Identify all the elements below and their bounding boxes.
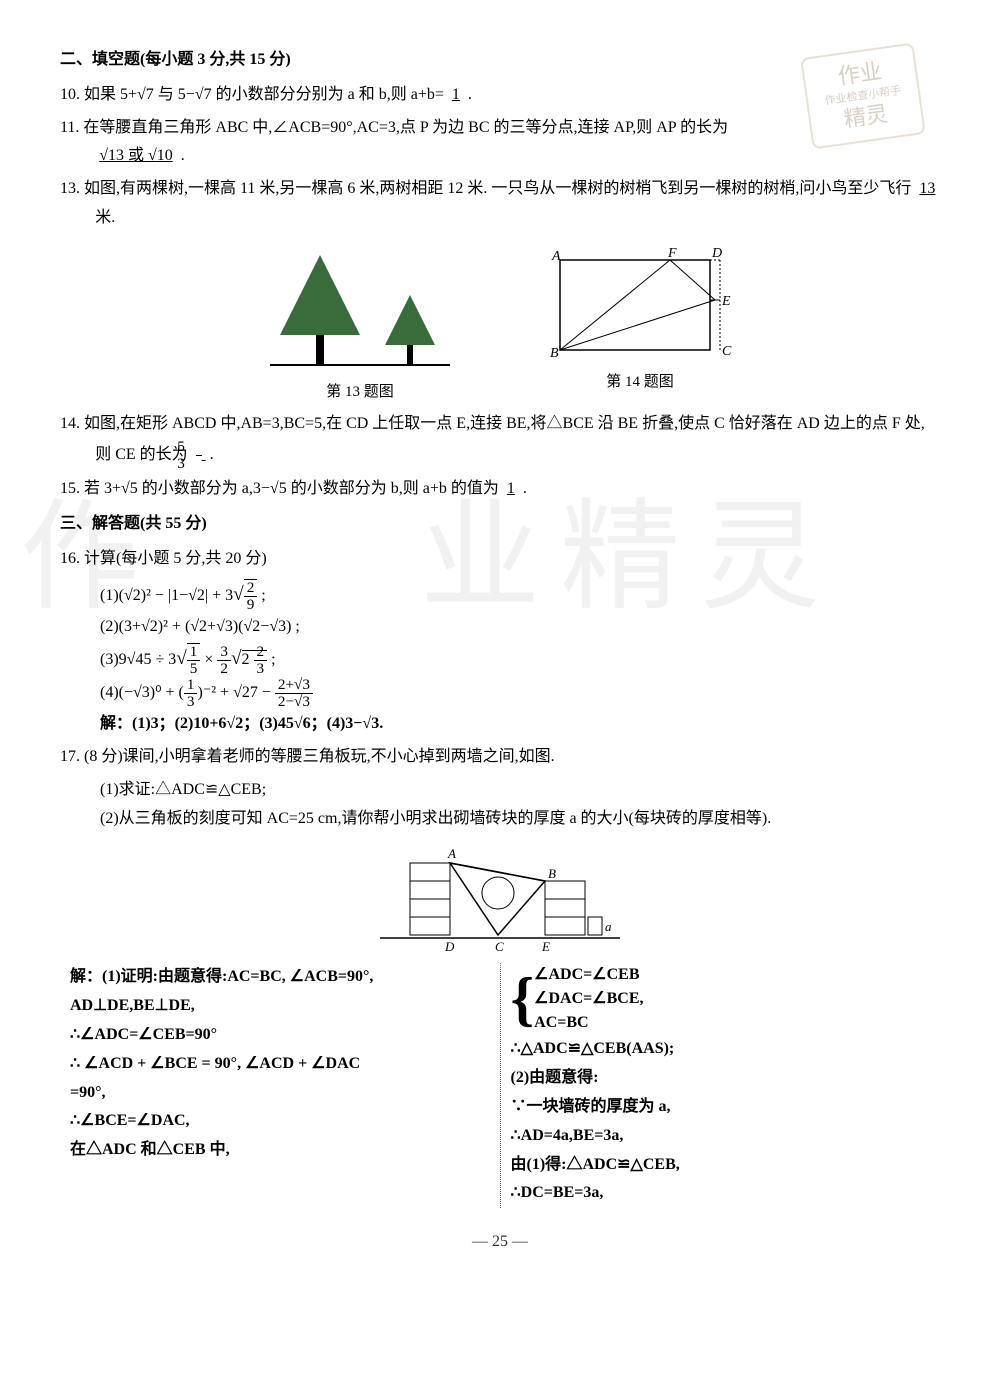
page-number: — 25 —: [60, 1228, 940, 1257]
q16-part3: (3)9√45 ÷ 3√15 × 32√2 23 ;: [100, 642, 940, 677]
sol-r-2: ∵一块墙砖的厚度为 a,: [511, 1093, 931, 1122]
sol-r-4: 由(1)得:△ADC≌△CEB,: [511, 1151, 931, 1180]
q11-answer: √13 或 √10: [95, 147, 177, 164]
svg-text:F: F: [667, 246, 677, 261]
q15-num: 15.: [60, 480, 80, 497]
question-13: 13. 如图,有两棵树,一棵高 11 米,另一棵高 6 米,两树相距 12 米.…: [60, 175, 940, 233]
q17-num: 17.: [60, 748, 80, 765]
svg-text:C: C: [722, 344, 732, 359]
q15-text-b: .: [523, 480, 527, 497]
svg-text:a: a: [605, 919, 612, 934]
figure-17: A B D C E a: [60, 843, 940, 953]
svg-text:A: A: [551, 249, 561, 264]
q15-answer: 1: [503, 480, 519, 497]
sol-l-5: ∴∠BCE=∠DAC,: [70, 1107, 490, 1136]
figure-14: A F D E C B 第 14 题图: [540, 245, 740, 406]
sol-r-1: (2)由题意得:: [511, 1064, 931, 1093]
svg-text:E: E: [721, 294, 731, 309]
question-10: 10. 如果 5+√7 与 5−√7 的小数部分分别为 a 和 b,则 a+b=…: [60, 81, 940, 110]
section2-title: 二、填空题(每小题 3 分,共 15 分): [60, 46, 940, 75]
sol-l-4: =90°,: [70, 1079, 490, 1108]
question-16: 16. 计算(每小题 5 分,共 20 分): [60, 545, 940, 574]
q15-text-a: 若 3+√5 的小数部分为 a,3−√5 的小数部分为 b,则 a+b 的值为: [84, 480, 499, 497]
figure-row-13-14: 第 13 题图 A F D E C B 第 14 题图: [60, 245, 940, 406]
q14-answer: 53: [192, 446, 210, 463]
q16-num: 16.: [60, 550, 80, 567]
page-content: 二、填空题(每小题 3 分,共 15 分) 10. 如果 5+√7 与 5−√7…: [60, 46, 940, 1257]
svg-text:D: D: [444, 939, 455, 953]
q13-text-a: 如图,有两棵树,一棵高 11 米,另一棵高 6 米,两树相距 12 米. 一只鸟…: [84, 180, 911, 197]
fig14-caption: 第 14 题图: [540, 369, 740, 396]
brace-line-0: ∠ADC=∠CEB: [534, 963, 643, 987]
q11-text-a: 在等腰直角三角形 ABC 中,∠ACB=90°,AC=3,点 P 为边 BC 的…: [83, 119, 728, 136]
fig13-svg: [260, 245, 460, 375]
q17-solution: 解：(1)证明:由题意得:AC=BC, ∠ACB=90°, AD⊥DE,BE⊥D…: [60, 963, 940, 1208]
q16-part2: (2)(3+√2)² + (√2+√3)(√2−√3) ;: [100, 613, 940, 642]
q16-part4: (4)(−√3)⁰ + (13)⁻² + √27 − 2+√32−√3: [100, 677, 940, 710]
sol-l-6: 在△ADC 和△CEB 中,: [70, 1136, 490, 1165]
q11-text-b: .: [181, 147, 185, 164]
q17-text: (8 分)课间,小明拿着老师的等腰三角板玩,不小心掉到两墙之间,如图.: [84, 748, 555, 765]
sol-l-2: ∴∠ADC=∠CEB=90°: [70, 1021, 490, 1050]
figure-13: 第 13 题图: [260, 245, 460, 406]
q14-num: 14.: [60, 415, 80, 432]
q17-part2: (2)从三角板的刻度可知 AC=25 cm,请你帮小明求出砌墙砖块的厚度 a 的…: [100, 805, 940, 834]
q10-text-a: 如果 5+√7 与 5−√7 的小数部分分别为 a 和 b,则 a+b=: [84, 86, 444, 103]
q16-text: 计算(每小题 5 分,共 20 分): [84, 550, 267, 567]
q14-text-b: .: [210, 446, 214, 463]
sol-l-1: AD⊥DE,BE⊥DE,: [70, 992, 490, 1021]
sol-r-3: ∴AD=4a,BE=3a,: [511, 1122, 931, 1151]
question-14: 14. 如图,在矩形 ABCD 中,AB=3,BC=5,在 CD 上任取一点 E…: [60, 410, 940, 472]
question-15: 15. 若 3+√5 的小数部分为 a,3−√5 的小数部分为 b,则 a+b …: [60, 475, 940, 504]
q10-num: 10.: [60, 86, 80, 103]
q16-part1: (1)(√2)² − |1−√2| + 3√29 ;: [100, 578, 940, 613]
brace-line-1: ∠DAC=∠BCE,: [534, 987, 643, 1011]
svg-text:A: A: [447, 846, 456, 861]
fig14-svg: A F D E C B: [540, 245, 740, 365]
svg-text:D: D: [711, 246, 722, 261]
q13-num: 13.: [60, 180, 80, 197]
q10-text-b: .: [468, 86, 472, 103]
brace-group: { ∠ADC=∠CEB ∠DAC=∠BCE, AC=BC: [511, 963, 644, 1035]
sol-r-5: ∴DC=BE=3a,: [511, 1179, 931, 1208]
section3-title: 三、解答题(共 55 分): [60, 510, 940, 539]
q13-answer: 13: [915, 180, 939, 197]
sol-r-0: ∴△ADC≌△CEB(AAS);: [511, 1035, 931, 1064]
fig13-caption: 第 13 题图: [260, 379, 460, 406]
svg-text:E: E: [541, 939, 550, 953]
q17-solution-right: { ∠ADC=∠CEB ∠DAC=∠BCE, AC=BC ∴△ADC≌△CEB(…: [501, 963, 941, 1208]
svg-text:C: C: [495, 939, 504, 953]
fig17-svg: A B D C E a: [370, 843, 630, 953]
q11-num: 11.: [60, 119, 79, 136]
q17-solution-left: 解：(1)证明:由题意得:AC=BC, ∠ACB=90°, AD⊥DE,BE⊥D…: [60, 963, 501, 1208]
svg-text:B: B: [550, 346, 559, 361]
sol-l-0: 解：(1)证明:由题意得:AC=BC, ∠ACB=90°,: [70, 963, 490, 992]
q10-answer: 1: [448, 86, 464, 103]
question-17: 17. (8 分)课间,小明拿着老师的等腰三角板玩,不小心掉到两墙之间,如图.: [60, 743, 940, 772]
q13-text-b: 米.: [95, 209, 115, 226]
brace-line-2: AC=BC: [534, 1011, 643, 1035]
question-11: 11. 在等腰直角三角形 ABC 中,∠ACB=90°,AC=3,点 P 为边 …: [60, 114, 940, 172]
svg-text:B: B: [548, 866, 556, 881]
q17-part1: (1)求证:△ADC≌△CEB;: [100, 776, 940, 805]
q16-solution: 解：(1)3；(2)10+6√2；(3)45√6；(4)3−√3.: [100, 710, 940, 739]
left-brace-icon: {: [511, 972, 535, 1026]
sol-l-3: ∴ ∠ACD + ∠BCE = 90°, ∠ACD + ∠DAC: [70, 1050, 490, 1079]
